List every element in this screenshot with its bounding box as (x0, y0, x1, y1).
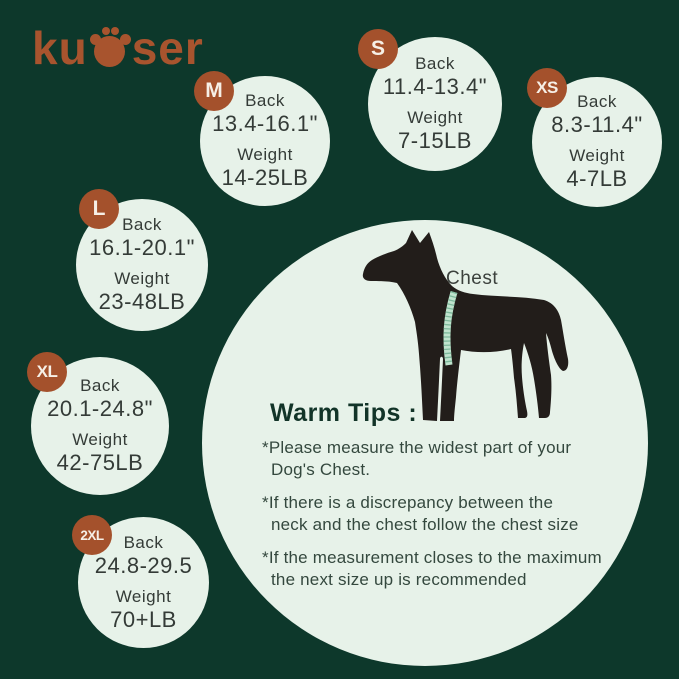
weight-range: 14-25LB (221, 165, 309, 190)
size-code: 2XL (80, 527, 104, 543)
weight-range: 7-15LB (398, 128, 472, 153)
size-badge-l: L (79, 189, 119, 229)
back-label: Back (80, 376, 120, 395)
size-code: S (370, 37, 385, 60)
back-label: Back (577, 92, 617, 111)
back-range: 24.8-29.5 (94, 552, 193, 578)
size-circle-m: M Back 13.4-16.1" Weight 14-25LB (194, 71, 330, 206)
tip-item: *If the measurement closes to the maximu… (262, 547, 607, 591)
weight-range: 4-7LB (566, 166, 628, 191)
size-code: L (92, 197, 106, 220)
size-badge-s: S (358, 29, 398, 69)
warm-tips-list: *Please measure the widest part of your … (262, 437, 607, 602)
size-code: XS (536, 78, 558, 97)
brand-logo: ku ser (32, 24, 204, 72)
size-badge-m: M (194, 71, 234, 111)
tip-line: *If the measurement closes to the maximu… (262, 548, 602, 567)
size-circle-xs: XS Back 8.3-11.4" Weight 4-7LB (527, 68, 662, 207)
tip-item: *If there is a discrepancy between the n… (262, 492, 607, 536)
weight-label: Weight (115, 586, 172, 606)
tip-line: Dog's Chest. (271, 460, 371, 479)
weight-label: Weight (407, 108, 463, 127)
tip-line: *If there is a discrepancy between the (262, 493, 554, 512)
back-label: Back (245, 91, 285, 110)
weight-range: 23-48LB (98, 289, 186, 314)
back-range: 13.4-16.1" (212, 111, 318, 136)
paw-print-icon (89, 24, 131, 72)
weight-label: Weight (114, 269, 170, 288)
tip-item: *Please measure the widest part of your … (262, 437, 607, 481)
measuring-tape-icon (443, 291, 458, 366)
back-label: Back (122, 215, 162, 234)
chest-label: Chest (446, 268, 499, 289)
warm-tips-title: Warm Tips : (270, 399, 418, 427)
size-circle-s: S Back 11.4-13.4" Weight 7-15LB (358, 29, 502, 171)
size-circle-xl: XL Back 20.1-24.8" Weight 42-75LB (27, 352, 169, 495)
back-label: Back (415, 54, 455, 73)
back-range: 16.1-20.1" (89, 235, 195, 260)
weight-range: 42-75LB (56, 450, 144, 475)
tip-line: *Please measure the widest part of your (262, 438, 572, 457)
weight-label: Weight (72, 430, 128, 449)
back-range: 8.3-11.4" (551, 112, 643, 137)
size-badge-xs: XS (527, 68, 567, 108)
size-badge-2xl: 2XL (72, 515, 112, 555)
back-label: Back (123, 532, 164, 552)
tip-line: the next size up is recommended (271, 570, 527, 589)
tip-line: neck and the chest follow the chest size (271, 515, 579, 534)
back-range: 20.1-24.8" (47, 396, 153, 421)
size-circle-2xl: 2XL Back 24.8-29.5 Weight 70+LB (72, 515, 209, 648)
size-code: XL (36, 362, 58, 381)
weight-label: Weight (569, 146, 625, 165)
weight-range: 70+LB (110, 606, 177, 632)
size-code: M (205, 79, 223, 102)
logo-text-left: ku (32, 22, 88, 74)
size-badge-xl: XL (27, 352, 67, 392)
size-circle-l: L Back 16.1-20.1" Weight 23-48LB (76, 189, 208, 331)
dog-silhouette-icon (362, 230, 569, 421)
weight-label: Weight (237, 145, 293, 164)
logo-text-right: ser (131, 22, 204, 74)
back-range: 11.4-13.4" (382, 74, 488, 99)
